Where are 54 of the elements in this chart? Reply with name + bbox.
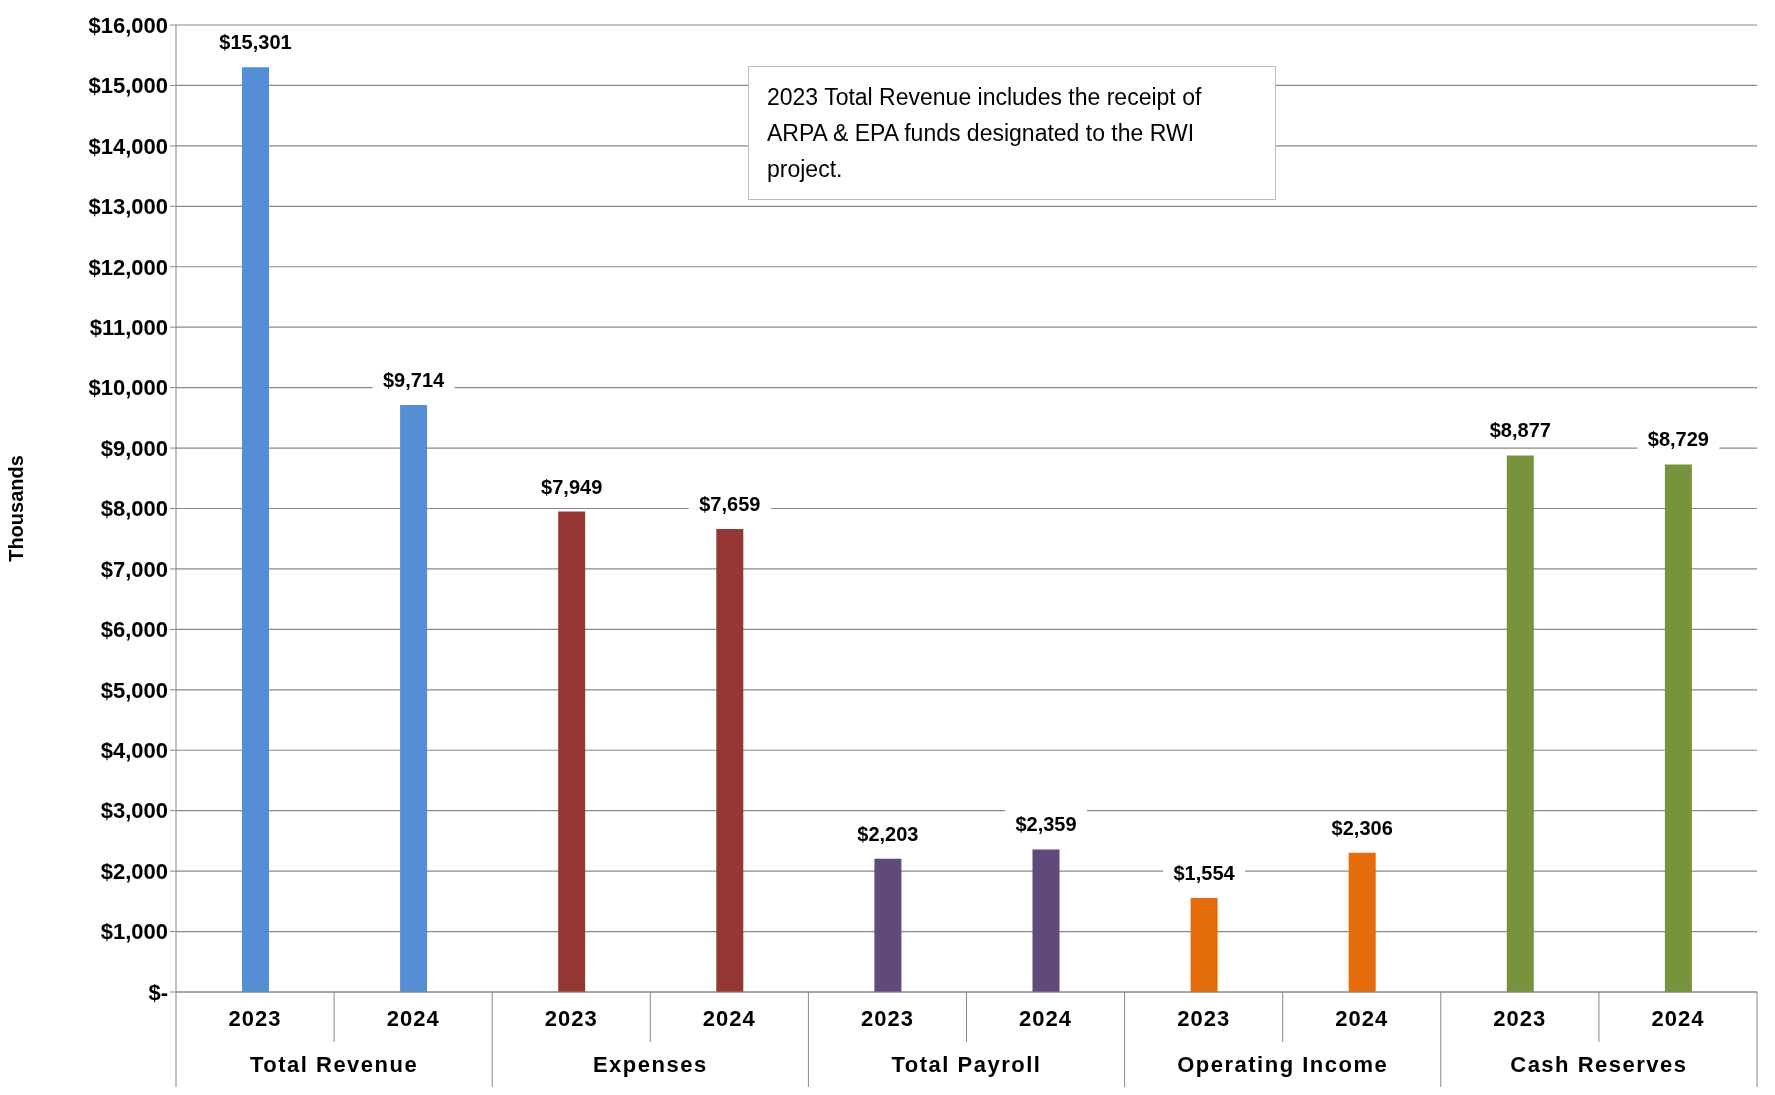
text: Cash Reserves [1510,1052,1688,1077]
data-label: $1,554 [1173,862,1236,885]
data-label: $2,203 [857,822,919,845]
x-tick-label: 2024 [1335,1006,1389,1031]
x-tick-label: 2024 [386,1006,440,1031]
y-tick-label: $13,000 [88,194,168,220]
y-axis-title: Thousands [5,455,28,562]
bar [874,858,902,992]
text: Expenses [592,1052,708,1077]
data-label: $2,359 [1015,813,1077,836]
y-tick-label: $14,000 [88,133,168,159]
data-label: $15,301 [219,31,292,54]
y-tick-label: $3,000 [100,798,168,824]
y-tick-label: $6,000 [100,617,168,643]
text: Total Payroll [891,1052,1042,1077]
x-tick-label: 2023 [1493,1006,1547,1031]
bar [1190,898,1218,992]
x-tick-label: 2024 [1019,1006,1073,1031]
bar [1348,852,1376,992]
y-tick-label: $2,000 [100,858,168,884]
y-tick-label: $5,000 [100,677,168,703]
bar [242,67,269,992]
data-label: $7,659 [699,493,761,516]
x-tick-label: 2023 [544,1006,598,1031]
data-label: $8,877 [1489,419,1551,442]
y-tick-label: $15,000 [88,73,168,99]
text: Operating Income [1177,1052,1389,1077]
data-label: $7,949 [541,475,603,498]
y-tick-label: $16,000 [88,12,168,38]
bar [1506,455,1534,992]
y-tick-label: $1,000 [100,919,168,945]
y-tick-label: $11,000 [89,315,168,340]
data-label: $8,729 [1647,428,1709,451]
x-tick-label: 2023 [1177,1006,1231,1031]
x-tick-label: 2024 [702,1006,756,1031]
y-tick-label: $7,000 [100,556,168,582]
y-tick-label: $- [148,979,168,1005]
bar [400,404,428,992]
text: Total Revenue [249,1052,419,1077]
bar [1032,849,1060,992]
bar [1664,464,1692,992]
note-box: 2023 Total Revenue includes the receipt of ARPA & EPA funds designated to the RWI project. [748,66,1276,200]
y-tick-label: $10,000 [88,375,168,401]
y-tick-label: $12,000 [88,254,168,280]
data-label: $2,306 [1331,816,1393,839]
data-label: $9,714 [383,368,446,391]
bar [558,511,586,992]
y-tick-label: $9,000 [100,435,168,461]
x-tick-label: 2023 [228,1006,282,1031]
bar [716,529,744,992]
x-tick-label: 2024 [1651,1006,1705,1031]
y-tick-label: $4,000 [100,738,168,764]
y-tick-label: $8,000 [100,496,168,522]
x-tick-label: 2023 [860,1006,914,1031]
